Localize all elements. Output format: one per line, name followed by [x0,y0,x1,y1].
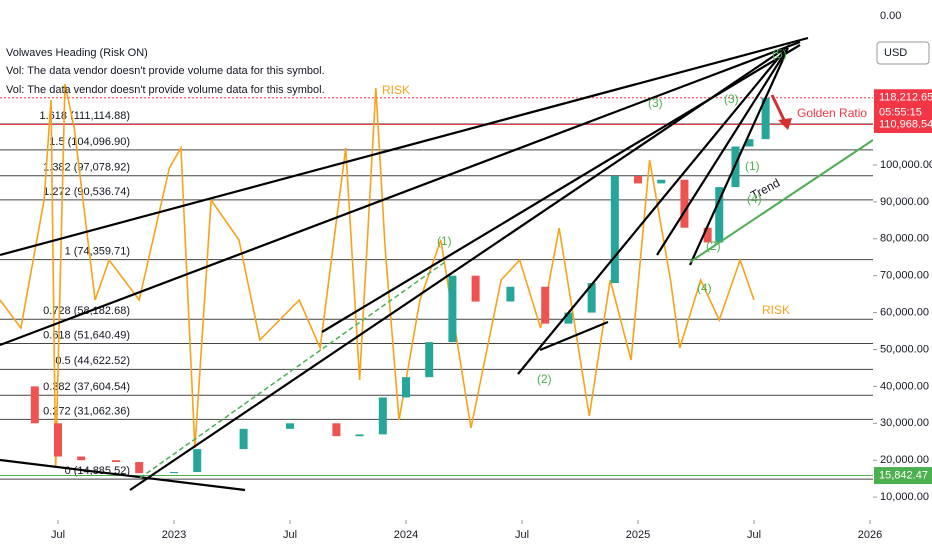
y-tick-label: 10,000.00 [880,491,929,503]
candle [286,423,295,429]
x-tick-label: Jul [283,529,297,541]
x-tick-label: 2024 [394,529,418,541]
trendline [656,47,789,256]
scale-label: 0.00 [880,10,901,22]
candle [378,397,387,435]
oscillator-line [0,83,755,469]
annotation: (4) [697,281,712,295]
candle [135,462,144,474]
y-tick-label: 80,000.00 [880,233,929,245]
countdown: 05:55:15 [879,107,922,119]
fib-label: 0.618 (51,640.49) [43,329,130,341]
trendline [0,458,246,492]
annotation: (1) [745,159,760,173]
indicator-title: Volwaves Heading (Risk ON) [6,47,148,59]
candle [112,460,121,463]
dashed-line [139,261,446,479]
candle [745,139,754,147]
y-tick-label: 70,000.00 [880,270,929,282]
price-tag-label: 118,212.65 [879,92,932,104]
price-tag [874,467,932,485]
fib-label: 1 (74,359.71) [65,246,130,258]
candle [448,275,457,343]
trendline [517,49,786,375]
fib-label: 0.272 (31,062.36) [43,405,130,417]
candle [715,187,724,243]
candle [170,472,179,474]
annotation: Golden Ratio [797,106,867,120]
price-tag-label: 110,968.54 [879,118,932,130]
fib-label: 1.382 (97,078.92) [43,162,130,174]
candle [703,227,712,243]
candle [564,312,573,324]
candle [471,275,480,302]
y-tick-label: 90,000.00 [880,196,929,208]
annotation: RISK [382,83,410,97]
candle [54,423,63,457]
annotation: RISK [762,303,790,317]
y-tick-label: 100,000.00 [880,159,932,171]
currency-box [876,41,930,65]
y-tick-label: 60,000.00 [880,306,929,318]
candle [425,342,434,378]
trendline [0,36,809,257]
candle [680,179,689,228]
candle [193,449,202,473]
candle [541,286,550,324]
drawings [0,36,874,492]
y-tick-label: 40,000.00 [880,380,929,392]
annotation: (1) [437,234,452,248]
x-tick-label: Jul [747,529,761,541]
candle [355,434,364,437]
trendline [539,320,609,352]
candle [634,176,643,184]
annotation: (2) [706,239,721,253]
annotation: (4) [747,192,762,206]
note: Vol: The data vendor doesn't provide vol… [6,84,325,96]
fib-label: 1.618 (111,114.88) [39,110,130,122]
arrow [770,94,787,123]
trendline [688,54,787,266]
time-axis-bg [0,520,873,550]
candle [30,386,39,424]
candle [610,176,619,284]
annotation: (5) [772,47,787,61]
y-tick-label: 50,000.00 [880,343,929,355]
y-tick-label: 20,000.00 [880,454,929,466]
annotation: (3) [724,92,739,106]
price-tag [874,89,932,122]
price-tag [874,115,932,133]
note: Vol: The data vendor doesn't provide vol… [6,65,325,77]
fib-label: 1.272 (90,536.74) [43,186,130,198]
y-tick-label: 30,000.00 [880,417,929,429]
candle [761,97,770,140]
annotation: (2) [537,372,552,386]
fib-label: 1.5 (104,096.90) [49,136,130,148]
annotation: (3) [648,96,663,110]
x-tick-label: 2026 [858,529,882,541]
trend-line-green [689,139,874,263]
x-tick-label: 2023 [162,529,186,541]
arrow-head [778,118,792,130]
candle [239,428,248,450]
candle [587,283,596,313]
trendline [0,40,801,347]
candle [77,456,86,461]
fib-label: 0.382 (37,604.54) [43,381,130,393]
x-tick-label: Jul [515,529,529,541]
candle [332,423,341,437]
trendline [129,44,791,491]
fib-label: 0.5 (44,622.52) [55,355,130,367]
candle [657,179,666,184]
candle [402,377,411,398]
currency: USD [884,47,907,59]
x-tick-label: Jul [51,529,65,541]
candle [506,286,515,302]
price-tag-label: 15,842.47 [879,469,928,481]
x-tick-label: 2025 [626,529,650,541]
